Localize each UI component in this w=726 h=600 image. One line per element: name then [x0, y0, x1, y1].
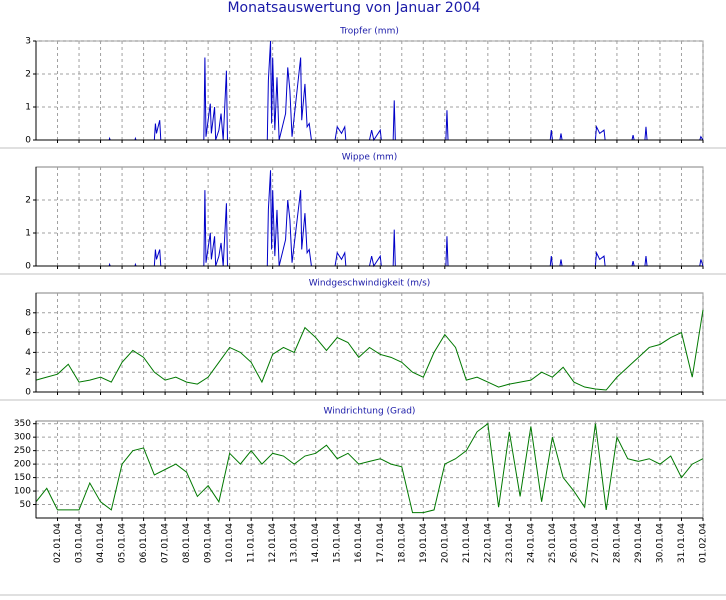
y-tick-label: 6 [25, 328, 31, 338]
y-tick-label: 0 [25, 388, 31, 398]
y-tick-label: 8 [25, 308, 31, 318]
chart-title: Windgeschwindigkeit (m/s) [309, 279, 431, 289]
y-tick-label: 250 [14, 446, 31, 456]
plot-area [35, 420, 704, 519]
plot-area [35, 40, 704, 141]
y-tick-label: 50 [20, 500, 32, 510]
y-tick-label: 2 [25, 196, 31, 206]
x-tick-label: 18.01.04 [397, 523, 407, 563]
y-tick-label: 3 [25, 37, 31, 47]
y-tick-label: 0 [25, 262, 31, 272]
chart-title: Wippe (mm) [342, 153, 398, 163]
x-tick-label: 17.01.04 [376, 523, 386, 563]
y-tick-label: 4 [25, 348, 31, 358]
x-tick-label: 19.01.04 [419, 523, 429, 563]
x-tick-label: 14.01.04 [311, 523, 321, 563]
x-tick-label: 23.01.04 [505, 523, 515, 563]
chart-title: Tropfer (mm) [339, 27, 399, 37]
x-tick-label: 25.01.04 [548, 523, 558, 563]
x-tick-label: 27.01.04 [591, 523, 601, 563]
y-tick-label: 2 [25, 368, 31, 378]
y-tick-label: 100 [14, 487, 31, 497]
x-tick-label: 02.01.04 [53, 523, 63, 563]
x-tick-label: 26.01.04 [569, 523, 579, 563]
x-tick-label: 10.01.04 [225, 523, 235, 563]
y-tick-label: 350 [14, 419, 31, 429]
x-tick-label: 08.01.04 [182, 523, 192, 563]
x-tick-label: 24.01.04 [526, 523, 536, 563]
plot-area [35, 166, 704, 267]
x-tick-label: 22.01.04 [483, 523, 493, 563]
y-tick-label: 1 [25, 103, 31, 113]
x-tick-label: 04.01.04 [96, 523, 106, 563]
x-tick-label: 29.01.04 [634, 523, 644, 563]
x-tick-label: 21.01.04 [462, 523, 472, 563]
x-tick-label: 30.01.04 [655, 523, 665, 563]
x-tick-label: 28.01.04 [612, 523, 622, 563]
data-line [35, 422, 704, 514]
y-tick-label: 150 [14, 473, 31, 483]
x-tick-label: 16.01.04 [354, 523, 364, 563]
x-tick-label: 15.01.04 [333, 523, 343, 563]
x-tick-label: 06.01.04 [139, 523, 149, 563]
x-tick-label: 03.01.04 [75, 523, 85, 563]
y-tick-label: 1 [25, 229, 31, 239]
x-tick-label: 20.01.04 [440, 523, 450, 563]
y-tick-label: 300 [14, 433, 31, 443]
x-tick-label: 09.01.04 [204, 523, 214, 563]
y-tick-label: 2 [25, 70, 31, 80]
x-tick-label: 05.01.04 [118, 523, 128, 563]
plot-area [35, 292, 704, 393]
data-line [36, 170, 704, 268]
chart-title: Windrichtung (Grad) [324, 407, 416, 417]
x-tick-label: 31.01.04 [677, 523, 687, 563]
x-tick-label: 12.01.04 [268, 523, 278, 563]
data-line [36, 40, 704, 142]
x-tick-label: 01.02.04 [699, 523, 709, 563]
x-tick-label: 07.01.04 [161, 523, 171, 563]
y-tick-label: 200 [14, 460, 31, 470]
x-tick-label: 13.01.04 [290, 523, 300, 563]
x-tick-label: 11.01.04 [247, 523, 257, 563]
y-tick-label: 0 [25, 136, 31, 146]
page-title: Monatsauswertung von Januar 2004 [227, 0, 480, 16]
data-line [35, 309, 704, 391]
